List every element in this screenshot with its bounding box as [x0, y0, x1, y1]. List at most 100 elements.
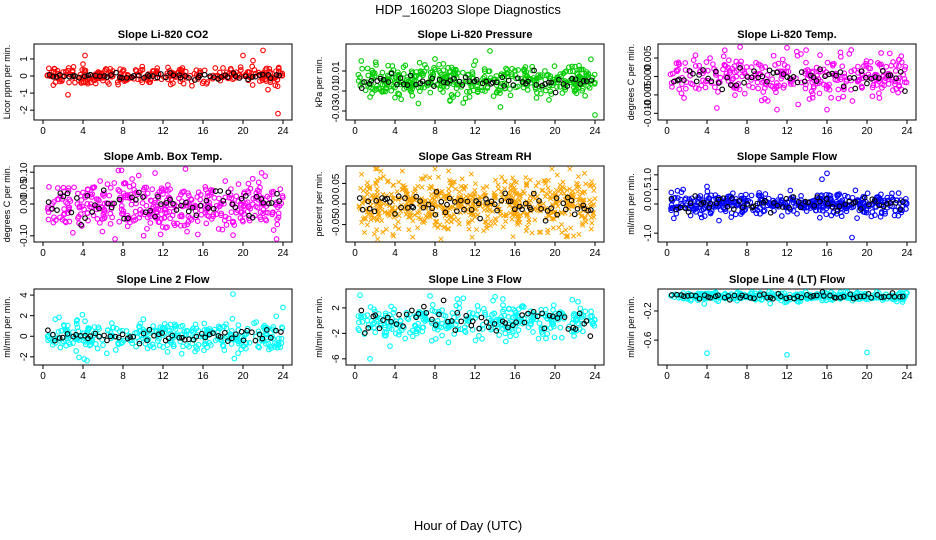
data-point — [519, 206, 525, 213]
data-point — [112, 347, 119, 353]
data-point — [109, 214, 115, 221]
data-point — [891, 212, 898, 219]
panel-title: Slope Line 4 (LT) Flow — [729, 274, 845, 286]
data-point — [571, 233, 577, 239]
data-point — [180, 80, 187, 87]
data-point — [801, 78, 808, 85]
data-point — [190, 328, 197, 335]
data-point — [890, 87, 896, 93]
data-point — [439, 332, 445, 339]
data-point — [161, 215, 168, 221]
data-point — [429, 75, 436, 82]
data-point — [358, 58, 365, 64]
data-point — [790, 197, 797, 203]
data-point — [777, 293, 784, 300]
data-point — [832, 71, 838, 78]
data-point — [559, 334, 565, 341]
x-tick-label: 20 — [549, 371, 561, 382]
data-point — [372, 59, 379, 66]
data-point — [528, 318, 535, 324]
data-point — [468, 83, 475, 90]
data-point — [186, 343, 192, 350]
data-point — [255, 328, 262, 335]
data-point — [547, 325, 554, 331]
data-point — [550, 215, 557, 221]
data-point — [491, 321, 498, 327]
data-point — [423, 310, 430, 316]
data-point — [433, 219, 439, 225]
data-point — [274, 77, 281, 83]
data-point — [478, 314, 485, 321]
data-point — [388, 318, 395, 325]
data-point — [84, 192, 91, 199]
data-point — [233, 209, 240, 216]
data-point — [734, 289, 741, 296]
data-point — [45, 327, 51, 334]
data-point — [384, 179, 391, 185]
data-point — [899, 293, 906, 300]
data-point — [144, 345, 151, 352]
data-point — [496, 332, 503, 338]
data-point — [177, 74, 184, 81]
x-tick-label: 24 — [589, 126, 601, 137]
data-point — [811, 202, 818, 209]
data-point — [213, 206, 220, 212]
data-point — [780, 84, 787, 91]
data-point — [364, 312, 371, 318]
data-point — [75, 213, 82, 220]
data-point — [442, 313, 449, 319]
data-point — [542, 87, 549, 94]
data-point — [723, 70, 730, 77]
data-point — [492, 318, 498, 325]
data-point — [140, 316, 147, 323]
data-point — [692, 193, 699, 199]
data-point — [439, 307, 445, 314]
data-point — [759, 65, 765, 71]
data-point — [701, 68, 708, 74]
data-point — [123, 74, 130, 81]
data-point — [780, 71, 787, 77]
data-point — [524, 87, 531, 93]
data-point — [446, 186, 452, 192]
data-point — [418, 216, 424, 222]
data-point — [389, 204, 395, 210]
data-point — [356, 319, 362, 326]
data-point — [132, 208, 139, 215]
data-point — [769, 76, 775, 83]
data-point — [774, 106, 780, 113]
data-point — [747, 295, 754, 301]
data-point — [246, 215, 252, 222]
data-point — [729, 77, 735, 83]
data-point — [501, 312, 508, 319]
data-point — [674, 187, 681, 194]
data-point — [111, 200, 117, 207]
data-point — [885, 293, 892, 300]
x-tick-label: 20 — [549, 126, 561, 137]
data-point — [436, 203, 442, 209]
data-point — [810, 77, 817, 83]
data-point — [89, 191, 96, 197]
data-point — [61, 206, 67, 212]
y-tick-label: 1.0 — [643, 167, 654, 181]
data-point — [471, 212, 477, 218]
data-point — [692, 52, 699, 59]
x-tick-label: 4 — [80, 126, 86, 137]
data-point — [588, 77, 595, 84]
data-point — [492, 220, 498, 227]
data-point — [433, 188, 440, 195]
data-point — [536, 207, 542, 213]
data-point — [588, 182, 594, 188]
data-point — [194, 231, 201, 238]
data-point — [692, 85, 699, 91]
data-point — [741, 79, 747, 86]
data-point — [529, 230, 535, 236]
data-point — [499, 74, 506, 81]
y-tick-label: -0.05 — [331, 213, 342, 236]
data-point — [739, 208, 746, 215]
data-point — [460, 69, 466, 76]
data-point — [783, 195, 790, 202]
data-point — [571, 211, 578, 218]
y-axis-label: kPa per min. — [314, 57, 324, 108]
data-point — [766, 67, 773, 74]
data-point — [563, 233, 569, 240]
